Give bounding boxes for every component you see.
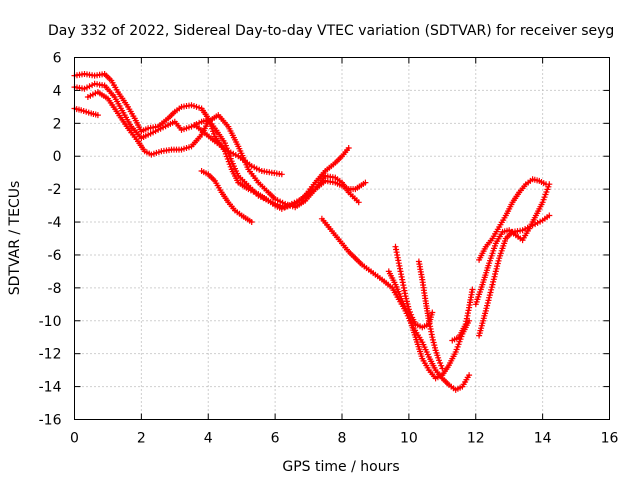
series-arc11	[449, 286, 476, 344]
x-tick-label: 8	[338, 431, 347, 447]
data-point	[469, 286, 476, 293]
series-arc10	[415, 258, 446, 372]
data-point	[345, 145, 352, 151]
x-tick-label: 4	[204, 431, 213, 447]
data-point	[94, 112, 101, 119]
y-tick-label: 2	[53, 116, 62, 132]
y-axis-label: SDTVAR / TECUs	[7, 181, 23, 296]
y-tick-label: -4	[48, 215, 62, 231]
data-series	[71, 71, 553, 393]
x-axis-label: GPS time / hours	[282, 459, 399, 475]
y-tick-label: 4	[53, 83, 62, 99]
y-tick-label: -16	[39, 413, 62, 429]
series-arc3	[71, 80, 352, 211]
x-tick-label: 6	[271, 431, 280, 447]
data-point	[431, 342, 438, 349]
data-point	[546, 181, 553, 188]
y-tick-label: 6	[53, 51, 62, 67]
y-tick-labels: -16 -14 -12 -10 -8 -6 -4 -2 0 2 4 6	[39, 51, 62, 429]
data-point	[362, 179, 369, 186]
data-point	[438, 362, 445, 369]
data-point	[248, 219, 255, 225]
series-arc9	[385, 268, 473, 382]
data-point	[436, 357, 442, 364]
chart-title: Day 332 of 2022, Sidereal Day-to-day VTE…	[48, 23, 614, 39]
data-point	[429, 309, 436, 316]
y-tick-label: -8	[48, 281, 62, 297]
data-point	[546, 212, 553, 219]
series-arc14	[476, 212, 553, 339]
data-point	[483, 305, 490, 312]
series-arc4	[84, 89, 362, 211]
data-point	[466, 372, 473, 379]
x-tick-label: 12	[467, 431, 485, 447]
series-arc6	[198, 168, 255, 225]
series-arc5	[191, 122, 285, 178]
axis-ticks	[74, 57, 610, 420]
x-tick-label: 0	[70, 431, 79, 447]
series-arc12	[476, 176, 549, 263]
data-point	[355, 199, 362, 206]
x-tick-labels: 0 2 4 6 8 10 12 14 16	[70, 431, 618, 447]
y-tick-label: -10	[39, 314, 62, 330]
data-point	[439, 365, 446, 372]
y-tick-label: -2	[48, 182, 62, 198]
data-point	[495, 257, 502, 264]
y-tick-label: -14	[39, 380, 62, 396]
y-tick-label: -6	[48, 248, 62, 264]
x-tick-label: 16	[601, 431, 619, 447]
x-tick-label: 10	[400, 431, 418, 447]
y-tick-label: 0	[53, 149, 62, 165]
x-tick-label: 2	[137, 431, 146, 447]
data-point	[437, 360, 444, 366]
series-arc1	[71, 105, 101, 119]
grid	[74, 57, 610, 420]
y-tick-label: -12	[39, 347, 62, 363]
data-point	[278, 171, 285, 178]
x-tick-label: 14	[534, 431, 552, 447]
